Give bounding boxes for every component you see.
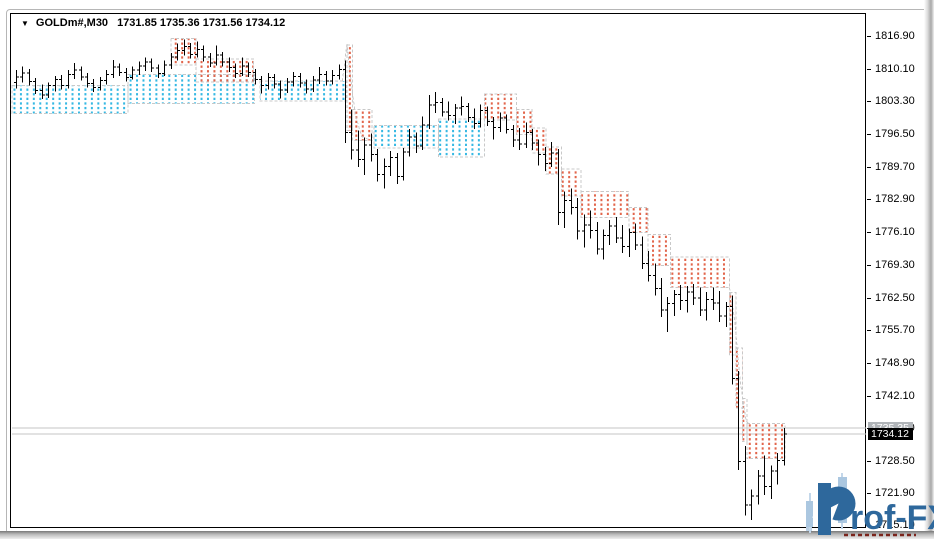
chart-symbol-period: GOLDm#,M30 bbox=[35, 17, 109, 29]
ohlc-bars bbox=[13, 39, 788, 521]
logo-p-bar bbox=[818, 483, 831, 535]
supply-zone bbox=[647, 234, 672, 266]
price-tick-label: 1776.10 bbox=[875, 226, 915, 239]
price-tick bbox=[867, 68, 871, 70]
demand-zone bbox=[373, 124, 439, 149]
price-tick-label: 1796.50 bbox=[875, 128, 915, 141]
supply-zone bbox=[580, 190, 630, 218]
indicator-zones bbox=[11, 37, 786, 459]
price-tick bbox=[867, 525, 871, 527]
logo-text: rof-FX bbox=[850, 499, 934, 537]
price-tick bbox=[867, 362, 871, 364]
price-tick bbox=[867, 166, 871, 168]
price-tick bbox=[867, 297, 871, 299]
price-tick-label: 1748.90 bbox=[875, 356, 915, 369]
demand-zone bbox=[11, 85, 129, 114]
price-tick bbox=[867, 36, 871, 37]
price-scale[interactable]: 1816.90 1810.10 1803.30 1796.50 1789.70 1782.… bbox=[867, 13, 924, 532]
price-tick bbox=[867, 395, 871, 397]
price-tick-label: 1755.70 bbox=[875, 324, 915, 337]
price-tick bbox=[867, 101, 871, 103]
envelope-line bbox=[341, 44, 373, 142]
chart-dropdown-icon[interactable]: ▼ bbox=[21, 18, 29, 28]
price-tick-label: 1816.90 bbox=[875, 30, 915, 42]
price-tick bbox=[867, 330, 871, 332]
chart-ohlc-values: 1731.85 1735.36 1731.56 1734.12 bbox=[117, 17, 286, 29]
price-tick-label: 1789.70 bbox=[875, 160, 915, 173]
supply-zone bbox=[346, 44, 354, 132]
price-tick-label: 1721.90 bbox=[875, 486, 915, 499]
price-tick-label: 1728.50 bbox=[875, 454, 915, 467]
prof-fx-logo: rof-FX bbox=[798, 471, 934, 539]
price-tick-label: 1742.10 bbox=[875, 389, 915, 402]
price-tick bbox=[867, 492, 871, 494]
window-edge-right bbox=[924, 0, 934, 539]
logo-candle-body bbox=[806, 501, 813, 527]
price-tick bbox=[867, 264, 871, 266]
window-edge-bottom bbox=[0, 531, 934, 539]
price-tick bbox=[867, 232, 871, 234]
supply-zone bbox=[670, 256, 730, 288]
chart-title: ▼ GOLDm#,M30 1731.85 1735.36 1731.56 173… bbox=[21, 17, 285, 29]
price-tick bbox=[867, 199, 871, 201]
supply-zone bbox=[628, 207, 649, 234]
price-tick-label: 1803.30 bbox=[875, 95, 915, 108]
bid-price-tag: 1734.12 bbox=[868, 427, 913, 440]
price-tick-label: 1762.50 bbox=[875, 291, 915, 304]
price-tick-label: 1715.10 bbox=[875, 519, 915, 532]
demand-zone bbox=[438, 118, 485, 158]
price-tick bbox=[867, 460, 871, 462]
supply-zone bbox=[746, 422, 786, 459]
price-tick-label: 1782.90 bbox=[875, 193, 915, 206]
supply-zone bbox=[741, 397, 748, 443]
supply-zone bbox=[531, 127, 547, 154]
price-tick-label: 1769.30 bbox=[875, 258, 915, 271]
price-tick bbox=[867, 134, 871, 136]
chart-canvas-svg[interactable] bbox=[11, 14, 866, 528]
supply-zone bbox=[735, 347, 743, 409]
supply-zone bbox=[195, 58, 254, 83]
chart-canvas[interactable] bbox=[11, 14, 866, 528]
demand-zone bbox=[259, 80, 347, 102]
supply-zone bbox=[516, 109, 533, 135]
price-tick-label: 1810.10 bbox=[875, 62, 915, 75]
supply-zone bbox=[170, 37, 197, 66]
supply-zone bbox=[352, 109, 373, 142]
supply-zone bbox=[545, 146, 563, 175]
